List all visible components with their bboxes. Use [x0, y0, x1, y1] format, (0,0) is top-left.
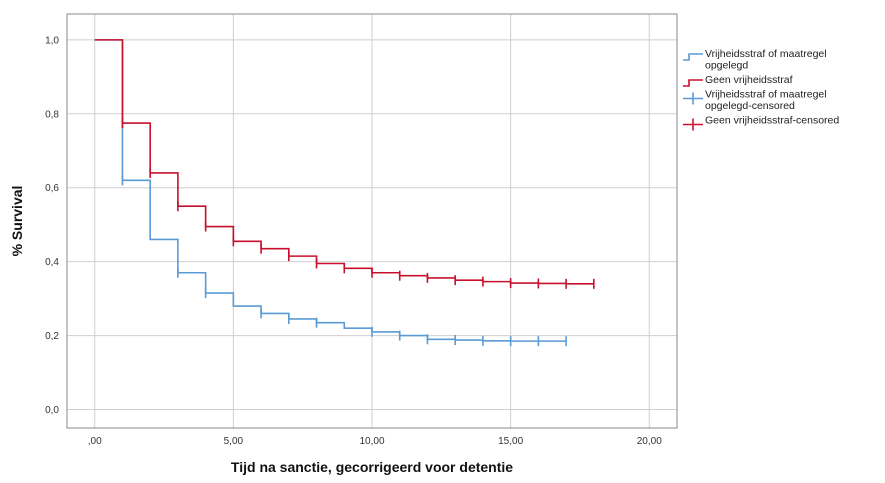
legend: Vrijheidsstraf of maatregelopgelegdGeen …: [683, 48, 839, 131]
x-tick-label: 15,00: [498, 436, 523, 447]
series-line-0: [94, 39, 567, 342]
x-tick-label: 10,00: [359, 436, 384, 447]
x-tick-label: 5,00: [224, 436, 244, 447]
y-tick-label: 0,6: [45, 183, 59, 194]
legend-label: opgelegd: [705, 60, 748, 72]
legend-label: Vrijheidsstraf of maatregel: [705, 48, 827, 60]
y-axis-ticks: 0,0 0,2 0,4 0,6 0,8 1,0: [45, 35, 59, 416]
series-line-1: [94, 39, 594, 285]
series-layer: [94, 39, 595, 347]
legend-label: Geen vrijheidsstraf-censored: [705, 115, 839, 127]
x-axis-ticks: ,00 5,00 10,00 15,00 20,00: [88, 436, 662, 447]
y-tick-label: 0,2: [45, 331, 59, 342]
legend-item-c0: Vrijheidsstraf of maatregelopgelegd-cens…: [683, 89, 827, 112]
y-tick-label: 0,8: [45, 109, 59, 120]
x-tick-label: 20,00: [637, 436, 662, 447]
legend-item-s1: Geen vrijheidsstraf: [683, 74, 793, 87]
y-axis-title: % Survival: [9, 186, 25, 257]
legend-line-symbol: [683, 79, 703, 87]
legend-label: opgelegd-censored: [705, 100, 795, 112]
grid-lines: [67, 14, 677, 428]
y-tick-label: 0,0: [45, 405, 59, 416]
x-axis-title: Tijd na sanctie, gecorrigeerd voor deten…: [231, 459, 513, 475]
legend-line-symbol: [683, 53, 703, 61]
legend-label: Vrijheidsstraf of maatregel: [705, 89, 827, 101]
legend-item-c1: Geen vrijheidsstraf-censored: [683, 115, 839, 131]
x-tick-label: ,00: [88, 436, 102, 447]
plot-frame: [66, 13, 678, 429]
y-tick-label: 1,0: [45, 35, 59, 46]
legend-label: Geen vrijheidsstraf: [705, 74, 793, 86]
y-tick-label: 0,4: [45, 257, 59, 268]
